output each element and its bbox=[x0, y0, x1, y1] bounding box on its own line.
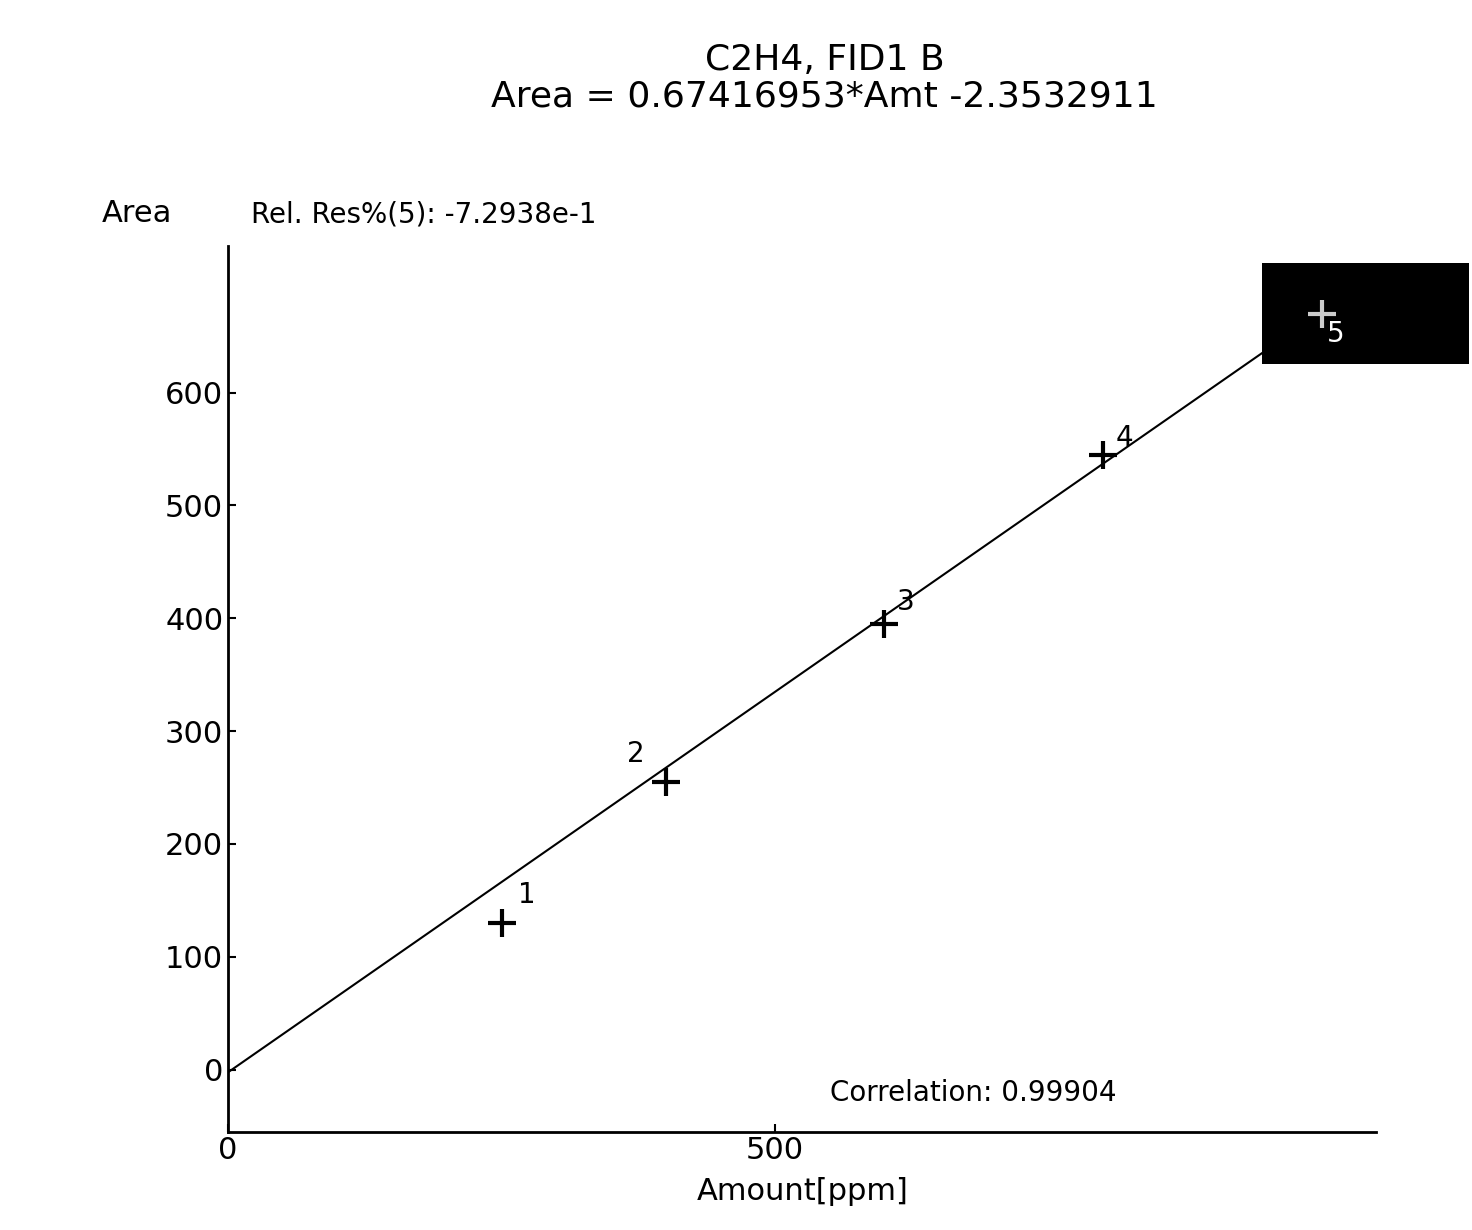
Text: C2H4, FID1 B: C2H4, FID1 B bbox=[705, 43, 944, 77]
Text: 1: 1 bbox=[518, 881, 536, 909]
Text: 2: 2 bbox=[627, 739, 645, 768]
Text: 5: 5 bbox=[1328, 320, 1345, 348]
Text: 3: 3 bbox=[898, 588, 916, 616]
Text: Rel. Res%(5): -7.2938e-1: Rel. Res%(5): -7.2938e-1 bbox=[252, 200, 596, 229]
Text: Correlation: 0.99904: Correlation: 0.99904 bbox=[830, 1079, 1116, 1107]
Bar bbox=[1262, 263, 1469, 364]
Text: 4: 4 bbox=[1116, 423, 1133, 451]
Text: Area: Area bbox=[102, 199, 172, 229]
X-axis label: Amount[ppm]: Amount[ppm] bbox=[696, 1177, 908, 1205]
Text: Area = 0.67416953*Amt -2.3532911: Area = 0.67416953*Amt -2.3532911 bbox=[492, 80, 1157, 114]
